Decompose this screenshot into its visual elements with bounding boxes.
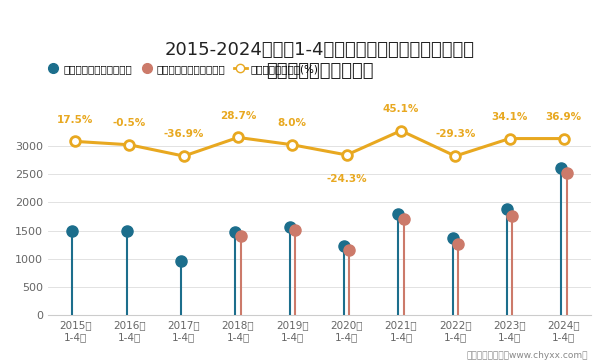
Text: -24.3%: -24.3% [327, 174, 367, 185]
Legend: 利润总额累计值（亿元）, 营业利润累计值（亿元）, 利润总额累计增长(%): 利润总额累计值（亿元）, 营业利润累计值（亿元）, 利润总额累计增长(%) [42, 60, 323, 78]
Title: 2015-2024年各年1-4月电力、热力、燃气及水生产和
供应业企业利润统计图: 2015-2024年各年1-4月电力、热力、燃气及水生产和 供应业企业利润统计图 [164, 41, 474, 80]
Text: -0.5%: -0.5% [113, 118, 146, 128]
Text: 36.9%: 36.9% [546, 112, 582, 122]
Text: -29.3%: -29.3% [435, 129, 476, 139]
Text: 制图：智研咨询（www.chyxx.com）: 制图：智研咨询（www.chyxx.com） [467, 351, 588, 360]
Text: 45.1%: 45.1% [383, 104, 419, 114]
Text: 17.5%: 17.5% [57, 115, 93, 125]
Text: -36.9%: -36.9% [164, 129, 204, 139]
Text: 28.7%: 28.7% [220, 111, 256, 121]
Text: 8.0%: 8.0% [278, 118, 307, 128]
Text: 34.1%: 34.1% [491, 112, 528, 122]
